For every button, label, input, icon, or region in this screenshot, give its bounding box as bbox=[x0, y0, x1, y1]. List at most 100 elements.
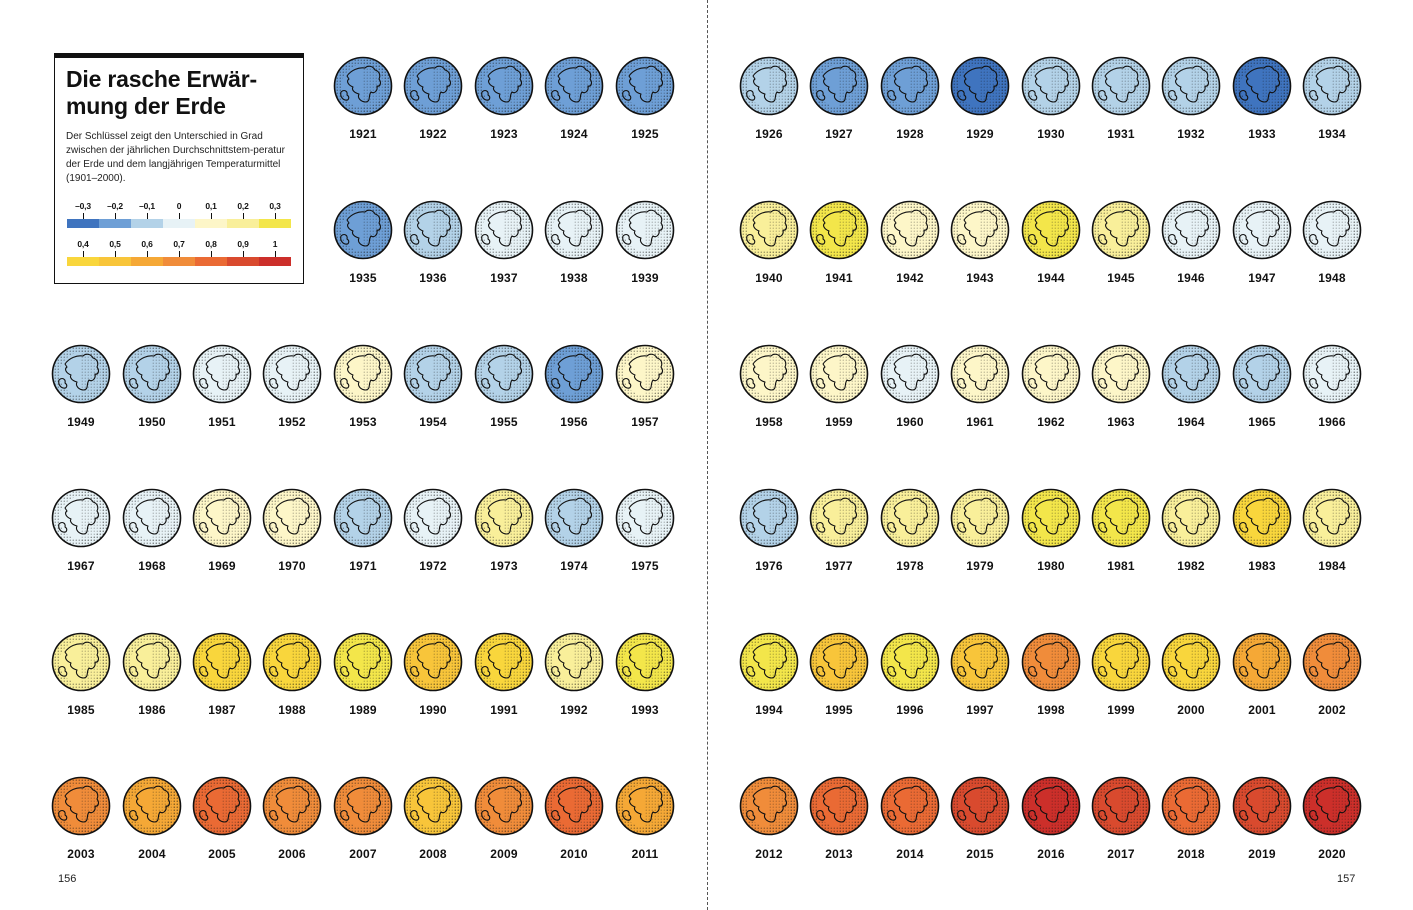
year-label: 1949 bbox=[67, 415, 95, 429]
globe-1941 bbox=[809, 200, 869, 260]
globe-1942 bbox=[880, 200, 940, 260]
globe-1936 bbox=[403, 200, 463, 260]
globe-icon bbox=[809, 200, 869, 260]
globe-icon bbox=[615, 488, 675, 548]
globe-2017 bbox=[1091, 776, 1151, 836]
year-label: 1940 bbox=[755, 271, 783, 285]
globe-1933 bbox=[1232, 56, 1292, 116]
globe-1978 bbox=[880, 488, 940, 548]
key-tick bbox=[147, 213, 148, 219]
globe-icon bbox=[950, 488, 1010, 548]
key-label: –0,1 bbox=[139, 201, 155, 211]
globe-icon bbox=[950, 56, 1010, 116]
globe-icon bbox=[51, 344, 111, 404]
globe-icon bbox=[474, 56, 534, 116]
globe-1980 bbox=[1021, 488, 1081, 548]
year-label: 1972 bbox=[419, 559, 447, 573]
key-tick bbox=[211, 213, 212, 219]
key-tick bbox=[211, 251, 212, 257]
key-tick bbox=[275, 213, 276, 219]
globe-1984 bbox=[1302, 488, 1362, 548]
globe-icon bbox=[122, 344, 182, 404]
year-label: 2012 bbox=[755, 847, 783, 861]
globe-icon bbox=[262, 344, 322, 404]
year-label: 1990 bbox=[419, 703, 447, 717]
globe-icon bbox=[544, 488, 604, 548]
globe-icon bbox=[739, 776, 799, 836]
globe-icon bbox=[1091, 200, 1151, 260]
globe-icon bbox=[1161, 56, 1221, 116]
year-label: 1993 bbox=[631, 703, 659, 717]
globe-2014 bbox=[880, 776, 940, 836]
year-label: 1974 bbox=[560, 559, 588, 573]
year-label: 1977 bbox=[825, 559, 853, 573]
globe-icon bbox=[474, 776, 534, 836]
globe-1989 bbox=[333, 632, 393, 692]
key-color-swatch bbox=[163, 257, 195, 266]
globe-icon bbox=[880, 488, 940, 548]
year-label: 1953 bbox=[349, 415, 377, 429]
globe-1960 bbox=[880, 344, 940, 404]
globe-1923 bbox=[474, 56, 534, 116]
year-label: 1923 bbox=[490, 127, 518, 141]
globe-1977 bbox=[809, 488, 869, 548]
year-label: 1946 bbox=[1177, 271, 1205, 285]
key-color-swatch bbox=[131, 219, 163, 228]
year-label: 1973 bbox=[490, 559, 518, 573]
globe-1932 bbox=[1161, 56, 1221, 116]
globe-1972 bbox=[403, 488, 463, 548]
globe-1930 bbox=[1021, 56, 1081, 116]
globe-1982 bbox=[1161, 488, 1221, 548]
globe-1943 bbox=[950, 200, 1010, 260]
year-label: 1980 bbox=[1037, 559, 1065, 573]
globe-icon bbox=[1302, 776, 1362, 836]
year-label: 2007 bbox=[349, 847, 377, 861]
globe-icon bbox=[615, 56, 675, 116]
year-label: 1981 bbox=[1107, 559, 1135, 573]
globe-icon bbox=[1091, 488, 1151, 548]
year-label: 2002 bbox=[1318, 703, 1346, 717]
year-label: 2020 bbox=[1318, 847, 1346, 861]
globe-1997 bbox=[950, 632, 1010, 692]
year-label: 1956 bbox=[560, 415, 588, 429]
globe-1975 bbox=[615, 488, 675, 548]
year-label: 1979 bbox=[966, 559, 994, 573]
key-scale-warm: 0,4 0,5 0,6 0,7 0,8 0,9 1 bbox=[67, 239, 292, 269]
year-label: 1970 bbox=[278, 559, 306, 573]
page-number-left: 156 bbox=[58, 873, 77, 885]
title-line-2: mung der Erde bbox=[66, 93, 226, 119]
key-label: 0,3 bbox=[269, 201, 281, 211]
globe-icon bbox=[615, 200, 675, 260]
globe-icon bbox=[880, 200, 940, 260]
globe-icon bbox=[1232, 56, 1292, 116]
globe-1949 bbox=[51, 344, 111, 404]
globe-icon bbox=[122, 488, 182, 548]
globe-1961 bbox=[950, 344, 1010, 404]
globe-icon bbox=[880, 776, 940, 836]
globe-icon bbox=[474, 488, 534, 548]
globe-icon bbox=[262, 776, 322, 836]
page-number-right: 157 bbox=[1337, 873, 1356, 885]
year-label: 1988 bbox=[278, 703, 306, 717]
year-label: 1982 bbox=[1177, 559, 1205, 573]
key-scale-cold: –0,3 –0,2 –0,1 0 0,1 0,2 0,3 bbox=[67, 201, 292, 231]
globe-icon bbox=[950, 200, 1010, 260]
year-label: 1987 bbox=[208, 703, 236, 717]
globe-1957 bbox=[615, 344, 675, 404]
key-label: 1 bbox=[272, 239, 278, 249]
year-label: 1976 bbox=[755, 559, 783, 573]
year-label: 1967 bbox=[67, 559, 95, 573]
globe-2005 bbox=[192, 776, 252, 836]
globe-icon bbox=[403, 776, 463, 836]
globe-2013 bbox=[809, 776, 869, 836]
year-label: 2000 bbox=[1177, 703, 1205, 717]
globe-icon bbox=[1302, 56, 1362, 116]
globe-icon bbox=[880, 344, 940, 404]
year-label: 1932 bbox=[1177, 127, 1205, 141]
globe-icon bbox=[739, 488, 799, 548]
globe-1927 bbox=[809, 56, 869, 116]
globe-icon bbox=[544, 200, 604, 260]
year-label: 1954 bbox=[419, 415, 447, 429]
globe-icon bbox=[615, 632, 675, 692]
globe-2020 bbox=[1302, 776, 1362, 836]
